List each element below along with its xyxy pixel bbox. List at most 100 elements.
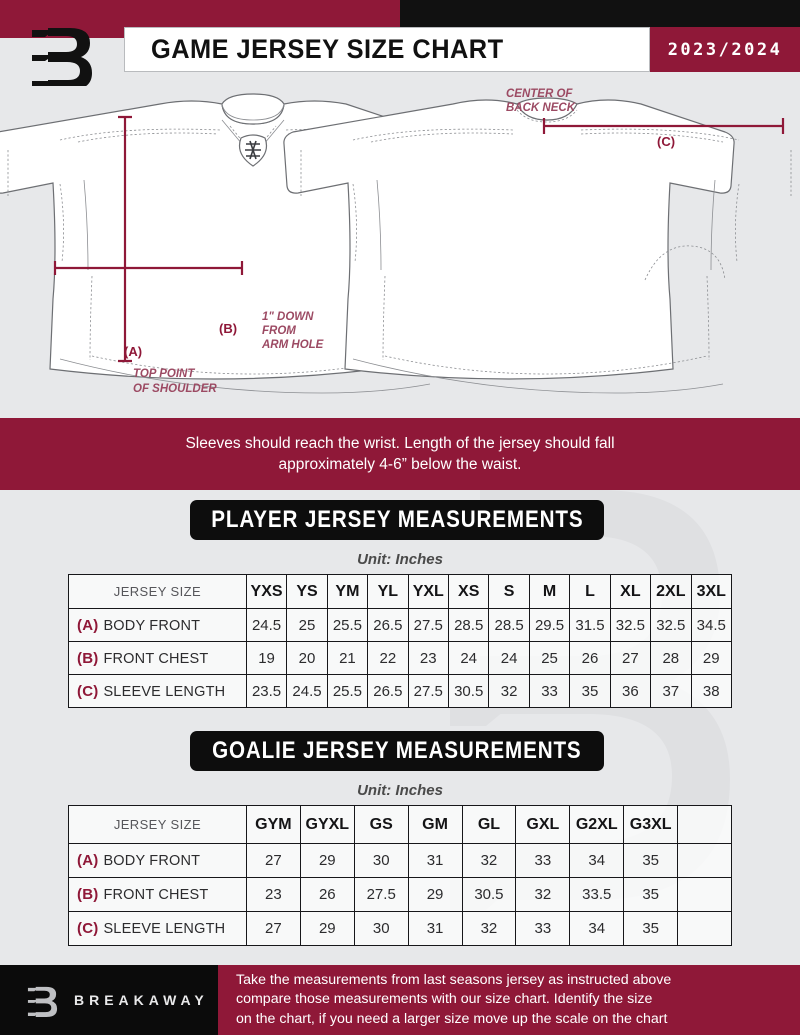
measurement-cell: 29 [299, 843, 355, 878]
measurement-cell: 29.5 [528, 608, 571, 642]
goalie-unit-label: Unit: Inches [357, 782, 443, 799]
size-column-yxl: YXL [407, 574, 449, 609]
measurement-cell: 29 [690, 641, 733, 675]
footer-instruction-line-3: on the chart, if you need a larger size … [236, 1010, 668, 1027]
jersey-back-view [283, 97, 792, 394]
player-unit-label: Unit: Inches [357, 551, 443, 568]
measurement-cell: 25 [528, 641, 571, 675]
size-column-ys: YS [286, 574, 328, 609]
jersey-size-header: JERSEY SIZE [68, 574, 247, 609]
breakaway-b-logo-icon [32, 28, 92, 86]
measurement-cell: 26.5 [367, 608, 409, 642]
back-label-c: (C) [657, 134, 675, 149]
measurement-cell: 33.5 [569, 877, 625, 912]
size-column-l: L [569, 574, 611, 609]
footer-instructions: Take the measurements from last seasons … [218, 965, 800, 1035]
measurement-cell: 30 [353, 911, 409, 946]
size-column-yxs: YXS [245, 574, 288, 609]
sleeve-note-line-2: approximately 4-6” below the waist. [278, 456, 522, 473]
measurement-cell: 30.5 [447, 674, 490, 708]
measurement-cell: 23 [407, 641, 449, 675]
goalie-section-title: GOALIE JERSEY MEASUREMENTS [190, 731, 604, 771]
measurement-cell: 26.5 [367, 674, 409, 708]
measurement-name: BODY FRONT [103, 617, 201, 634]
size-column-g2xl: G2XL [569, 805, 625, 844]
goalie-section-title-text: GOALIE JERSEY MEASUREMENTS [212, 737, 582, 764]
measurement-cell: 27 [609, 641, 652, 675]
measurement-cell: 25 [286, 608, 328, 642]
size-column-gl: GL [461, 805, 517, 844]
measurement-cell: 32 [461, 911, 517, 946]
measurement-cell: 26 [569, 641, 611, 675]
measurement-name: SLEEVE LENGTH [103, 683, 226, 700]
measurement-cell: 35 [623, 843, 679, 878]
size-column-m: M [528, 574, 571, 609]
size-column-gym: GYM [245, 805, 301, 844]
size-column-s: S [488, 574, 530, 609]
measurement-row-label: (A) BODY FRONT [68, 608, 247, 642]
measurement-cell [677, 911, 732, 946]
measurement-row-label: (A) BODY FRONT [68, 843, 247, 878]
measurement-cell: 31 [407, 911, 463, 946]
sleeve-note-band: Sleeves should reach the wrist. Length o… [0, 418, 800, 490]
season-year: 2023/2024 [667, 39, 783, 60]
footer-brand-name: BREAKAWAY [74, 992, 209, 1008]
measurement-cell: 24.5 [286, 674, 328, 708]
measurement-cell: 23 [245, 877, 301, 912]
measurement-cell: 33 [515, 911, 571, 946]
size-column-ym: YM [326, 574, 369, 609]
measurement-cell: 30 [353, 843, 409, 878]
measurement-cell: 28 [650, 641, 692, 675]
measurement-marker: (B) [77, 886, 99, 903]
header-year-box: 2023/2024 [650, 27, 800, 72]
measurement-cell: 31.5 [569, 608, 611, 642]
table-row: (B) FRONT CHEST 23 26 27.5 29 30.5 32 33.5 35 [68, 877, 732, 912]
measurement-cell: 25.5 [326, 608, 369, 642]
front-label-b-text-3: ARM HOLE [261, 339, 324, 351]
size-column-gs: GS [353, 805, 409, 844]
measurement-cell: 26 [299, 877, 355, 912]
measurement-cell: 34 [569, 911, 625, 946]
front-label-b-text-1: 1" DOWN [262, 311, 314, 323]
measurement-cell: 27 [245, 843, 301, 878]
measurement-row-label: (B) FRONT CHEST [68, 641, 247, 675]
size-column-yl: YL [367, 574, 409, 609]
measurement-cell: 33 [528, 674, 571, 708]
measurement-cell: 32 [488, 674, 530, 708]
front-label-a: (A) [124, 344, 142, 359]
measurement-cell: 29 [299, 911, 355, 946]
sleeve-note-line-1: Sleeves should reach the wrist. Length o… [185, 435, 615, 452]
size-column-xs: XS [447, 574, 490, 609]
back-label-neck-2: BACK NECK [506, 102, 576, 114]
measurement-cell: 23.5 [245, 674, 288, 708]
measurement-cell: 27.5 [353, 877, 409, 912]
header-title-box: GAME JERSEY SIZE CHART [124, 27, 650, 72]
size-column-3xl: 3XL [690, 574, 733, 609]
measurement-cell: 32 [461, 843, 517, 878]
goalie-measurements-table: JERSEY SIZE GYM GYXL GS GM GL GXL G2XL G3XL (A) BO… [68, 805, 732, 946]
measurement-cell: 24.5 [245, 608, 288, 642]
measurement-name: SLEEVE LENGTH [103, 921, 226, 937]
table-row: (A) BODY FRONT 24.5 25 25.5 26.5 27.5 28.5 28.5 2… [68, 608, 733, 642]
front-label-a-text-2: OF SHOULDER [133, 383, 217, 395]
measurement-name: BODY FRONT [103, 853, 201, 869]
measurement-cell: 37 [650, 674, 692, 708]
measurement-cell: 28.5 [447, 608, 490, 642]
measurement-cell: 35 [623, 911, 679, 946]
measurement-cell: 32.5 [650, 608, 692, 642]
size-column-gxl: GXL [515, 805, 571, 844]
measurement-cell: 28.5 [488, 608, 530, 642]
measurement-cell: 32.5 [609, 608, 652, 642]
measurement-cell: 30.5 [461, 877, 517, 912]
measurement-cell: 19 [245, 641, 288, 675]
jersey-size-header: JERSEY SIZE [68, 805, 247, 844]
breakaway-b-logo-icon [27, 986, 58, 1017]
measurement-cell [677, 843, 732, 878]
size-column-g3xl: G3XL [623, 805, 679, 844]
measurement-marker: (A) [77, 852, 99, 869]
table-row: (A) BODY FRONT 27 29 30 31 32 33 34 35 [68, 843, 732, 878]
size-column-empty [677, 805, 732, 844]
measurement-cell: 35 [569, 674, 611, 708]
back-label-neck-1: CENTER OF [506, 88, 573, 100]
size-column-xl: XL [609, 574, 652, 609]
